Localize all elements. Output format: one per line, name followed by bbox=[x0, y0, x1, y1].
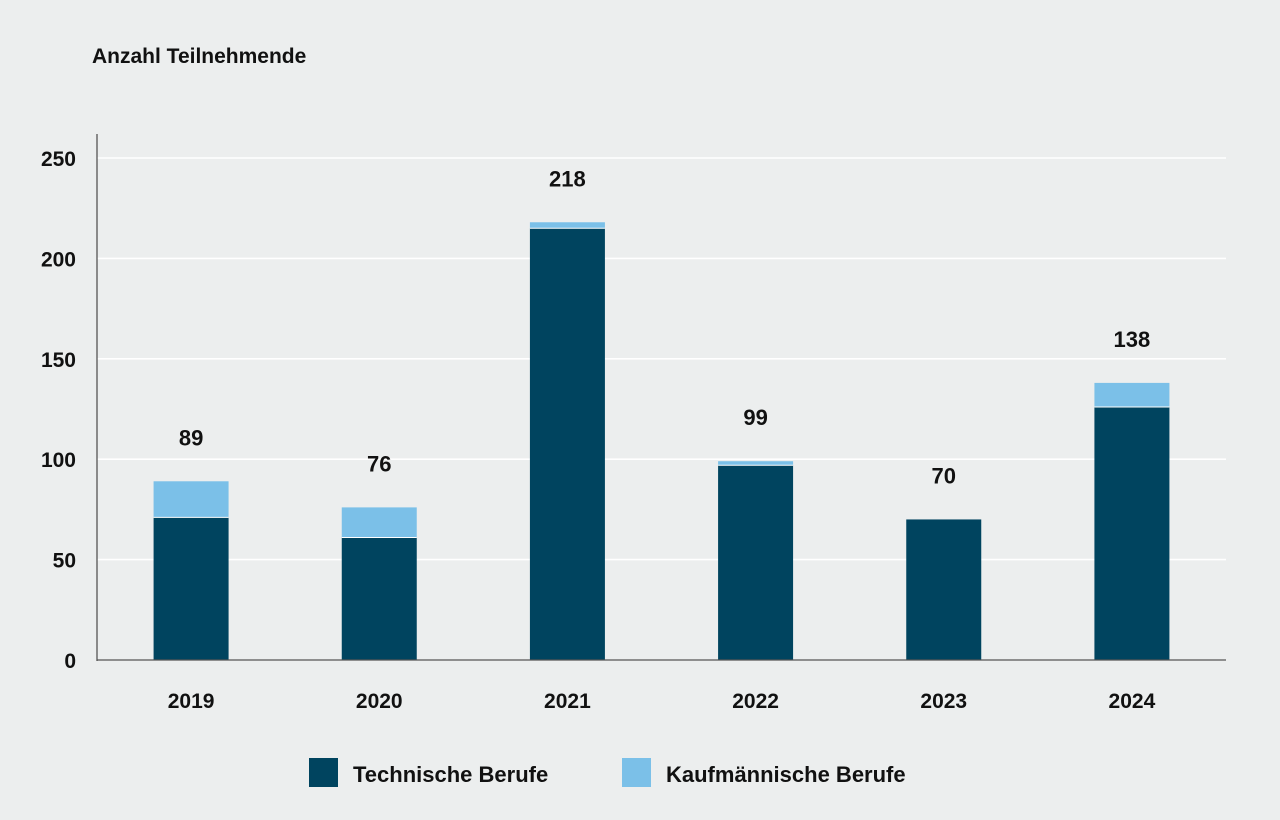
y-tick-label: 250 bbox=[41, 148, 76, 171]
x-tick-label: 2021 bbox=[544, 690, 591, 713]
x-tick-label: 2022 bbox=[732, 690, 779, 713]
total-label: 70 bbox=[932, 463, 956, 488]
y-tick-label: 200 bbox=[41, 248, 76, 271]
y-axis-label: Anzahl Teilnehmende bbox=[92, 45, 306, 68]
bar-segment-kaufmaennische bbox=[341, 507, 417, 538]
y-tick-label: 0 bbox=[64, 650, 76, 673]
total-label: 138 bbox=[1114, 327, 1151, 352]
total-label: 89 bbox=[179, 425, 203, 450]
gridlines bbox=[97, 157, 1226, 561]
legend-swatch bbox=[309, 758, 338, 787]
x-tick-label: 2020 bbox=[356, 690, 403, 713]
bar-segment-kaufmaennische bbox=[718, 461, 794, 466]
legend-label: Kaufmännische Berufe bbox=[666, 762, 906, 787]
bar-segment-technische bbox=[906, 519, 982, 660]
y-tick-label: 150 bbox=[41, 349, 76, 372]
legend-label: Technische Berufe bbox=[353, 762, 548, 787]
bars bbox=[153, 222, 1170, 660]
bar-segment-technische bbox=[153, 517, 229, 660]
bar-segment-technische bbox=[1094, 406, 1170, 660]
total-label: 218 bbox=[549, 166, 586, 191]
legend: Technische Berufe Kaufmännische Berufe bbox=[309, 758, 906, 787]
axes bbox=[96, 134, 1226, 661]
x-tick-label: 2023 bbox=[920, 690, 967, 713]
bar-segment-technische bbox=[718, 465, 794, 660]
y-tick-label: 50 bbox=[53, 550, 76, 573]
bar-segment-technische bbox=[341, 537, 417, 660]
legend-swatch bbox=[622, 758, 651, 787]
bar-segment-technische bbox=[529, 228, 605, 660]
total-label: 99 bbox=[743, 405, 767, 430]
x-tick-label: 2019 bbox=[168, 690, 215, 713]
y-tick-labels: 0 50 100 150 200 250 bbox=[41, 148, 76, 673]
bar-segment-kaufmaennische bbox=[529, 222, 605, 229]
x-tick-label: 2024 bbox=[1109, 690, 1156, 713]
y-tick-label: 100 bbox=[41, 449, 76, 472]
x-tick-labels: 2019 2020 2021 2022 2023 2024 bbox=[168, 690, 1156, 713]
total-label: 76 bbox=[367, 451, 391, 476]
total-labels: 89 76 218 99 70 138 bbox=[179, 166, 1150, 488]
bar-segment-kaufmaennische bbox=[1094, 382, 1170, 407]
bar-segment-kaufmaennische bbox=[153, 481, 229, 518]
